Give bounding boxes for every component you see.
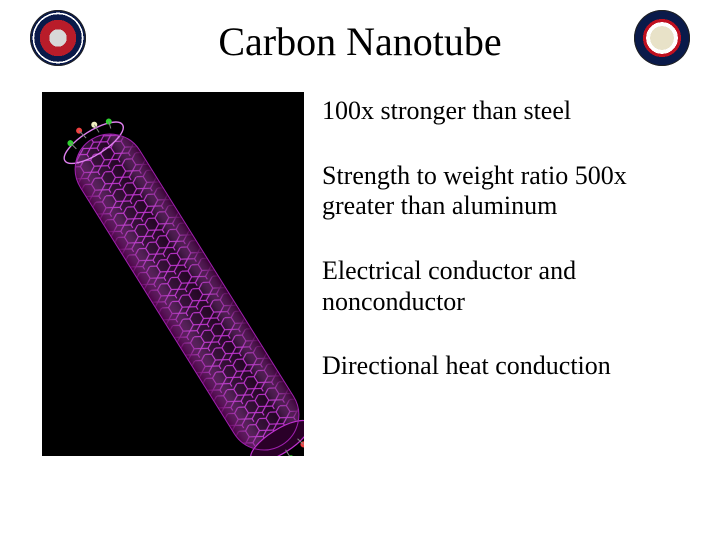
bullet-item: Strength to weight ratio 500x greater th… — [322, 161, 702, 222]
bullet-item: Directional heat conduction — [322, 351, 702, 382]
bullet-item: 100x stronger than steel — [322, 96, 702, 127]
bullet-list: 100x stronger than steel Strength to wei… — [322, 96, 702, 416]
bullet-item: Electrical conductor and nonconductor — [322, 256, 702, 317]
nanotube-figure — [42, 92, 304, 456]
slide-title: Carbon Nanotube — [0, 18, 720, 65]
